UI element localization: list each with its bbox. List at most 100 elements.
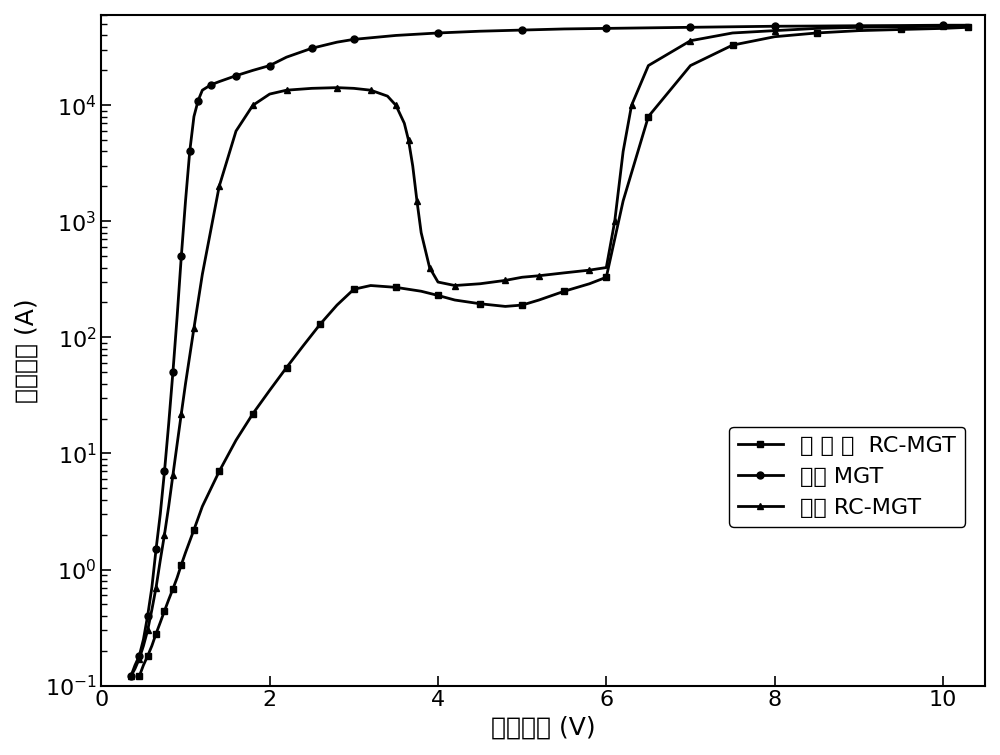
本 发 明  RC-MGT bbox=[175, 560, 187, 569]
本 发 明  RC-MGT bbox=[230, 436, 242, 445]
常规 MGT bbox=[213, 77, 225, 86]
常规 RC-MGT bbox=[962, 21, 974, 30]
常规 MGT bbox=[167, 368, 179, 377]
常规 MGT bbox=[390, 31, 402, 40]
常规 MGT bbox=[474, 26, 486, 35]
Line: 常规 MGT: 常规 MGT bbox=[127, 22, 972, 680]
常规 RC-MGT bbox=[281, 85, 293, 94]
本 发 明  RC-MGT bbox=[962, 23, 974, 32]
本 发 明  RC-MGT bbox=[617, 196, 629, 205]
本 发 明  RC-MGT bbox=[600, 273, 612, 282]
本 发 明  RC-MGT bbox=[142, 652, 154, 661]
本 发 明  RC-MGT bbox=[853, 26, 865, 35]
常规 MGT bbox=[331, 38, 343, 47]
Legend: 本 发 明  RC-MGT, 常规 MGT, 常规 RC-MGT: 本 发 明 RC-MGT, 常规 MGT, 常规 RC-MGT bbox=[729, 427, 965, 527]
本 发 明  RC-MGT bbox=[516, 300, 528, 310]
常规 MGT bbox=[895, 21, 907, 30]
本 发 明  RC-MGT bbox=[167, 584, 179, 593]
常规 MGT bbox=[137, 635, 149, 644]
本 发 明  RC-MGT bbox=[150, 629, 162, 638]
常规 MGT bbox=[230, 71, 242, 80]
常规 MGT bbox=[196, 85, 208, 94]
常规 MGT bbox=[264, 61, 276, 70]
本 发 明  RC-MGT bbox=[684, 61, 696, 70]
常规 MGT bbox=[684, 23, 696, 32]
常规 MGT bbox=[247, 66, 259, 75]
本 发 明  RC-MGT bbox=[281, 363, 293, 372]
Line: 本 发 明  RC-MGT: 本 发 明 RC-MGT bbox=[136, 24, 972, 680]
常规 MGT bbox=[853, 21, 865, 30]
常规 MGT bbox=[432, 29, 444, 38]
常规 MGT bbox=[142, 612, 154, 621]
本 发 明  RC-MGT bbox=[533, 295, 545, 304]
本 发 明  RC-MGT bbox=[499, 302, 511, 311]
常规 MGT bbox=[150, 544, 162, 553]
本 发 明  RC-MGT bbox=[171, 573, 183, 582]
常规 MGT bbox=[154, 510, 166, 519]
常规 MGT bbox=[180, 196, 192, 205]
常规 MGT bbox=[125, 672, 137, 681]
本 发 明  RC-MGT bbox=[133, 672, 145, 681]
常规 RC-MGT bbox=[407, 162, 419, 171]
常规 MGT bbox=[348, 35, 360, 44]
本 发 明  RC-MGT bbox=[474, 299, 486, 308]
常规 MGT bbox=[146, 583, 158, 592]
常规 MGT bbox=[184, 147, 196, 156]
Y-axis label: 阳极电流 (A): 阳极电流 (A) bbox=[15, 298, 39, 402]
常规 RC-MGT bbox=[125, 672, 137, 681]
本 发 明  RC-MGT bbox=[188, 525, 200, 535]
常规 MGT bbox=[129, 661, 141, 670]
常规 MGT bbox=[133, 652, 145, 661]
常规 MGT bbox=[642, 23, 654, 32]
本 发 明  RC-MGT bbox=[415, 287, 427, 296]
常规 MGT bbox=[600, 24, 612, 33]
本 发 明  RC-MGT bbox=[213, 467, 225, 476]
常规 MGT bbox=[516, 26, 528, 35]
常规 MGT bbox=[163, 419, 175, 428]
常规 RC-MGT bbox=[415, 228, 427, 237]
本 发 明  RC-MGT bbox=[154, 618, 166, 627]
本 发 明  RC-MGT bbox=[348, 285, 360, 294]
常规 MGT bbox=[205, 80, 217, 89]
常规 MGT bbox=[962, 20, 974, 29]
本 发 明  RC-MGT bbox=[642, 112, 654, 121]
常规 MGT bbox=[192, 96, 204, 105]
常规 MGT bbox=[175, 251, 187, 260]
常规 MGT bbox=[188, 112, 200, 121]
本 发 明  RC-MGT bbox=[137, 661, 149, 670]
常规 RC-MGT bbox=[499, 276, 511, 285]
常规 RC-MGT bbox=[424, 263, 436, 272]
X-axis label: 阳极电压 (V): 阳极电压 (V) bbox=[491, 716, 595, 740]
本 发 明  RC-MGT bbox=[196, 502, 208, 511]
常规 RC-MGT bbox=[163, 502, 175, 511]
本 发 明  RC-MGT bbox=[449, 295, 461, 304]
本 发 明  RC-MGT bbox=[558, 287, 570, 296]
常规 MGT bbox=[558, 24, 570, 33]
本 发 明  RC-MGT bbox=[264, 386, 276, 395]
常规 MGT bbox=[811, 21, 823, 30]
本 发 明  RC-MGT bbox=[163, 595, 175, 604]
常规 MGT bbox=[937, 20, 949, 29]
本 发 明  RC-MGT bbox=[727, 41, 739, 50]
本 发 明  RC-MGT bbox=[180, 548, 192, 557]
常规 MGT bbox=[158, 467, 170, 476]
本 发 明  RC-MGT bbox=[769, 32, 781, 42]
本 发 明  RC-MGT bbox=[365, 281, 377, 290]
本 发 明  RC-MGT bbox=[811, 29, 823, 38]
本 发 明  RC-MGT bbox=[583, 279, 595, 288]
常规 MGT bbox=[306, 44, 318, 53]
常规 MGT bbox=[769, 22, 781, 31]
常规 MGT bbox=[171, 313, 183, 322]
本 发 明  RC-MGT bbox=[297, 341, 309, 350]
本 发 明  RC-MGT bbox=[895, 25, 907, 34]
常规 MGT bbox=[281, 53, 293, 62]
本 发 明  RC-MGT bbox=[146, 641, 158, 650]
本 发 明  RC-MGT bbox=[331, 300, 343, 310]
Line: 常规 RC-MGT: 常规 RC-MGT bbox=[127, 22, 972, 680]
本 发 明  RC-MGT bbox=[937, 24, 949, 33]
本 发 明  RC-MGT bbox=[158, 606, 170, 615]
本 发 明  RC-MGT bbox=[314, 319, 326, 328]
常规 MGT bbox=[727, 22, 739, 31]
本 发 明  RC-MGT bbox=[432, 291, 444, 300]
本 发 明  RC-MGT bbox=[390, 283, 402, 292]
